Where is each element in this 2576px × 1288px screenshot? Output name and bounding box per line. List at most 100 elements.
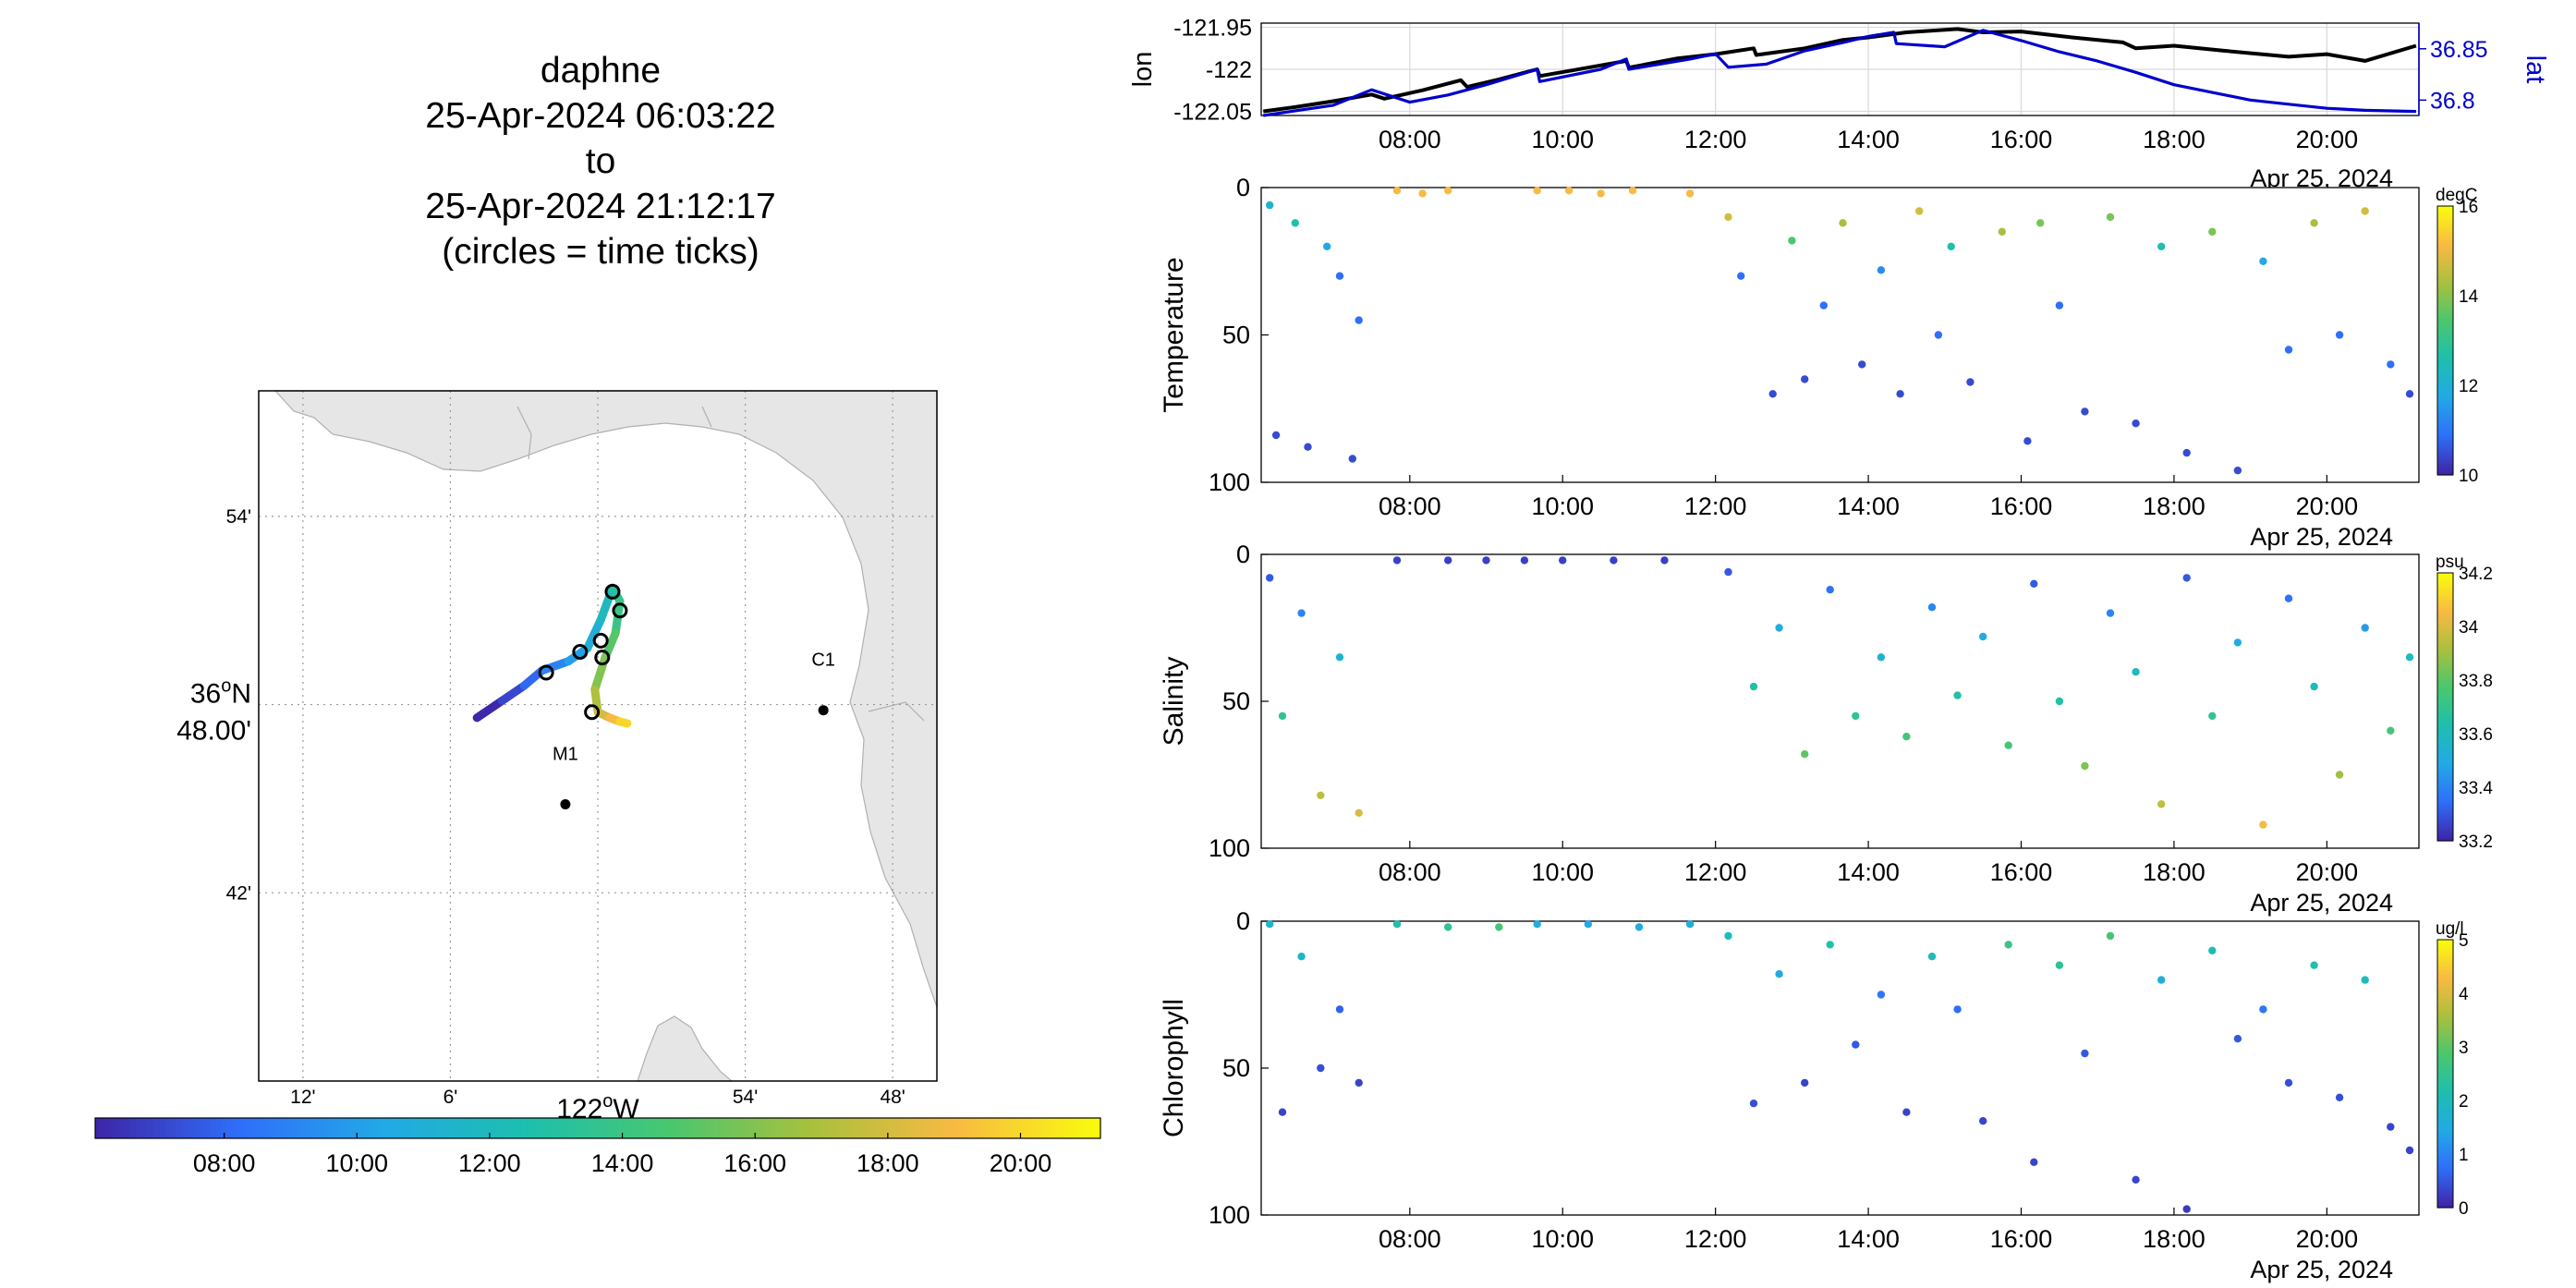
salinity-colorbar-cell xyxy=(2437,720,2453,723)
chlorophyll-colorbar-cell xyxy=(2437,1100,2453,1104)
time-colorbar-cell xyxy=(899,1118,905,1138)
temperature-data-point xyxy=(1839,219,1847,227)
chlorophyll-colorbar-label: 5 xyxy=(2459,931,2469,951)
temperature-colorbar-cell xyxy=(2437,286,2453,290)
salinity-colorbar-cell xyxy=(2437,613,2453,616)
salinity-colorbar-cell xyxy=(2437,824,2453,829)
temperature-colorbar-cell xyxy=(2437,443,2453,446)
chlorophyll-ytick-label: 0 xyxy=(1236,907,1250,935)
chlorophyll-colorbar-cell xyxy=(2437,1071,2453,1075)
salinity-colorbar-cell xyxy=(2437,624,2453,627)
salinity-colorbar-cell xyxy=(2437,580,2453,585)
temperature-colorbar-cell xyxy=(2437,292,2453,296)
temperature-colorbar-cell xyxy=(2437,423,2453,428)
chlorophyll-colorbar-cell xyxy=(2437,1111,2453,1115)
temperature-colorbar-cell xyxy=(2437,405,2453,408)
nav-xtick-label: 08:00 xyxy=(1379,126,1441,153)
temperature-colorbar-cell xyxy=(2437,464,2453,468)
time-colorbar-cell xyxy=(537,1118,543,1138)
salinity-colorbar-cell xyxy=(2437,776,2453,780)
salinity-data-point xyxy=(2004,741,2012,749)
time-colorbar-cell xyxy=(462,1118,468,1138)
temperature-colorbar-cell xyxy=(2437,302,2453,307)
salinity-colorbar-cell xyxy=(2437,734,2453,737)
time-colorbar-cell xyxy=(984,1118,990,1138)
station-label: M1 xyxy=(553,745,578,765)
nav-ylabel-left: lon xyxy=(1128,52,1158,88)
temperature-colorbar-cell xyxy=(2437,267,2453,272)
temperature-data-point xyxy=(2233,467,2242,475)
salinity-data-point xyxy=(1266,574,1274,582)
salinity-colorbar-cell xyxy=(2437,755,2453,759)
temperature-colorbar-cell xyxy=(2437,332,2453,336)
temperature-colorbar-cell xyxy=(2437,222,2453,225)
salinity-colorbar-cell xyxy=(2437,674,2453,678)
time-colorbar-frame xyxy=(94,1117,1101,1139)
time-colorbar-cell xyxy=(713,1118,720,1138)
salinity-colorbar-cell xyxy=(2437,747,2453,750)
temperature-data-point xyxy=(2132,419,2140,428)
chlorophyll-colorbar-cell xyxy=(2437,1113,2453,1117)
time-colorbar-cell xyxy=(869,1118,875,1138)
time-colorbar-cell xyxy=(215,1118,222,1138)
salinity-colorbar-cell xyxy=(2437,808,2453,812)
salinity-colorbar-label: 33.4 xyxy=(2459,779,2493,798)
time-colorbar-cell xyxy=(331,1118,337,1138)
salinity-colorbar-cell xyxy=(2437,771,2453,775)
temperature-data-point xyxy=(2405,390,2414,398)
temperature-colorbar-cell xyxy=(2437,273,2453,277)
temperature-data-point xyxy=(2036,219,2045,227)
temperature-colorbar-cell xyxy=(2437,340,2453,345)
time-colorbar-cell xyxy=(382,1118,388,1138)
time-colorbar-cell xyxy=(240,1118,247,1138)
temperature-data-point xyxy=(2023,437,2032,445)
time-colorbar-cell xyxy=(718,1118,724,1138)
temperature-colorbar-cell xyxy=(2437,378,2453,382)
time-colorbar-cell xyxy=(954,1118,961,1138)
salinity-colorbar-cell xyxy=(2437,711,2453,716)
time-colorbar-cell xyxy=(361,1118,368,1138)
time-colorbar-cell xyxy=(130,1118,137,1138)
time-colorbar-cell xyxy=(1055,1118,1062,1138)
salinity-colorbar-cell xyxy=(2437,814,2453,818)
station-marker xyxy=(560,799,571,810)
time-colorbar-cell xyxy=(407,1118,413,1138)
salinity-colorbar-cell xyxy=(2437,735,2453,740)
temperature-data-point xyxy=(1724,213,1732,222)
time-colorbar-cell xyxy=(487,1118,493,1138)
time-colorbar-cell xyxy=(1060,1118,1066,1138)
temperature-colorbar-cell xyxy=(2437,385,2453,390)
temperature-colorbar-label: 10 xyxy=(2459,467,2478,486)
colorbar-tick-label: 10:00 xyxy=(325,1149,388,1177)
temperature-data-point xyxy=(2208,227,2217,236)
chlorophyll-data-point xyxy=(1444,923,1452,931)
temperature-colorbar-cell xyxy=(2437,440,2453,444)
salinity-colorbar-cell xyxy=(2437,800,2453,804)
salinity-colorbar-cell xyxy=(2437,628,2453,633)
salinity-colorbar-cell xyxy=(2437,661,2453,665)
time-colorbar-cell xyxy=(798,1118,805,1138)
salinity-xtick-label: 08:00 xyxy=(1379,858,1441,886)
track-segment xyxy=(472,697,506,723)
temperature-data-point xyxy=(1998,227,2006,236)
temperature-data-point xyxy=(1788,237,1796,245)
temperature-data-point xyxy=(1564,187,1574,195)
chlorophyll-data-point xyxy=(2004,941,2012,949)
chlorophyll-data-point xyxy=(1392,920,1402,929)
chlorophyll-colorbar-cell xyxy=(2437,1009,2453,1013)
chlorophyll-colorbar-cell xyxy=(2437,1041,2453,1045)
time-colorbar-cell xyxy=(562,1118,568,1138)
temperature-colorbar-cell xyxy=(2437,257,2453,261)
time-colorbar-cell xyxy=(784,1118,790,1138)
salinity-colorbar-cell xyxy=(2437,758,2453,761)
salinity-colorbar-cell xyxy=(2437,795,2453,799)
temperature-colorbar-cell xyxy=(2437,251,2453,255)
chlorophyll-colorbar-cell xyxy=(2437,1173,2453,1176)
time-colorbar-cell xyxy=(481,1118,488,1138)
time-colorbar-cell xyxy=(969,1118,976,1138)
chlorophyll-data-point xyxy=(2233,1035,2242,1043)
chlorophyll-xtick-label: 14:00 xyxy=(1837,1225,1900,1253)
time-colorbar-cell xyxy=(944,1118,951,1138)
time-colorbar-cell xyxy=(492,1118,498,1138)
salinity-data-point xyxy=(1610,556,1618,565)
